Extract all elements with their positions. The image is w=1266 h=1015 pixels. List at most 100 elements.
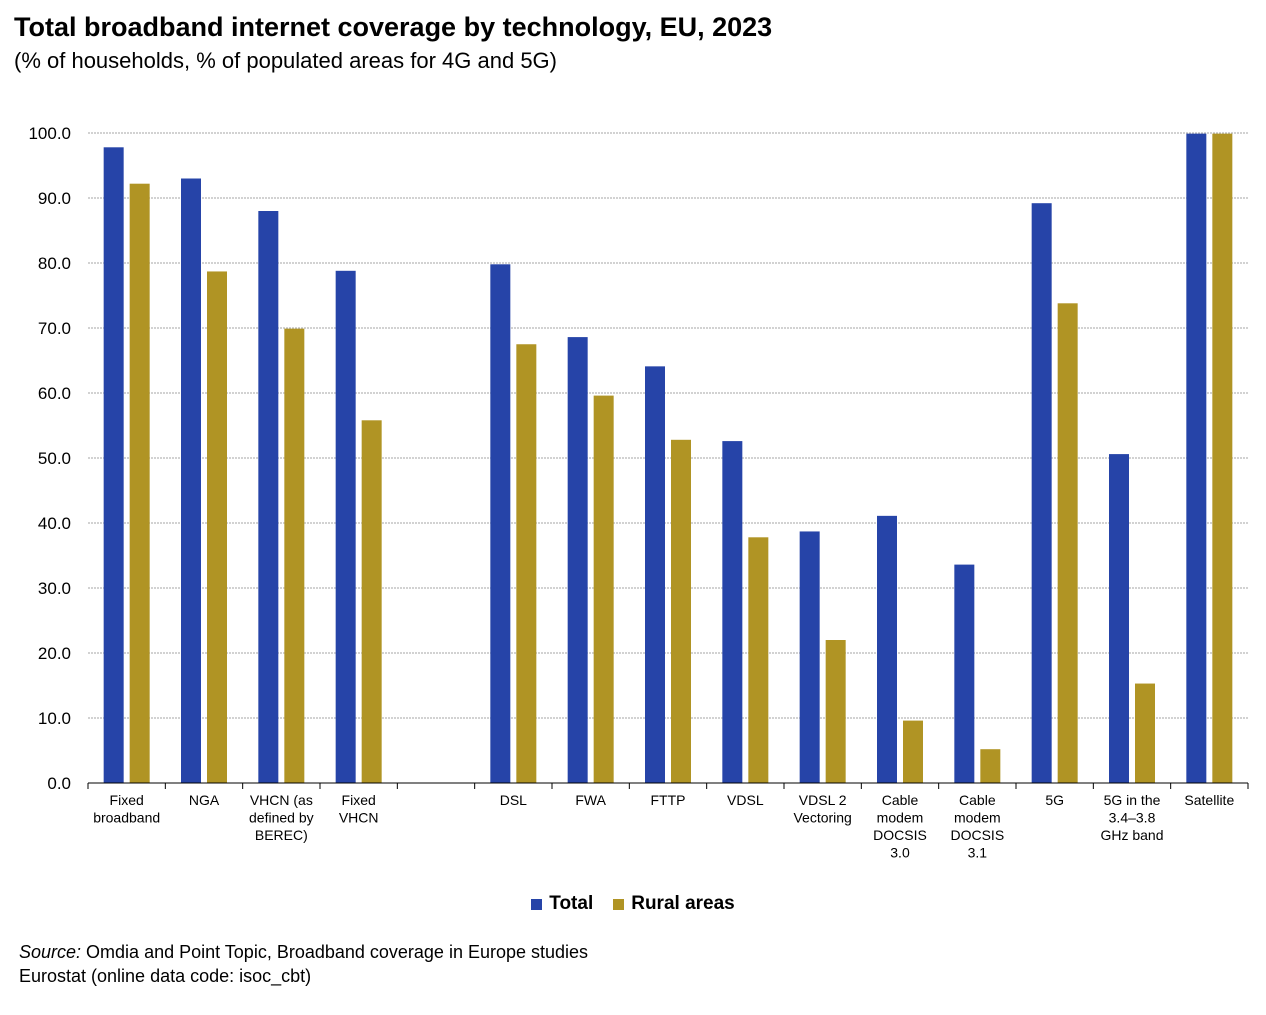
x-tick-label-line: BEREC) xyxy=(255,827,308,843)
bar-rural xyxy=(1212,133,1233,783)
x-tick-label-line: FWA xyxy=(575,792,606,808)
x-tick-label: VDSL 2 Vectoring xyxy=(793,792,851,826)
bar-total xyxy=(103,147,124,784)
x-tick-label-line: Cable xyxy=(882,792,919,808)
x-tick-label: Fixed VHCN xyxy=(339,792,379,826)
x-tick-label-line: modem xyxy=(954,810,1001,826)
x-tick-label-line: DOCSIS xyxy=(873,827,927,843)
bar-total xyxy=(490,264,511,783)
x-tick-label: FWA xyxy=(575,792,606,808)
chart-title: Total broadband internet coverage by tec… xyxy=(14,12,773,42)
bar-rural xyxy=(361,420,382,783)
x-axis xyxy=(87,782,1249,789)
source-label: Source: xyxy=(19,942,82,962)
y-tick-label: 100.0 xyxy=(28,124,71,143)
legend-item-total: Total xyxy=(531,893,593,915)
y-tick-label: 30.0 xyxy=(38,579,71,598)
x-tick-label: Satellite xyxy=(1184,792,1234,808)
x-tick-label-line: modem xyxy=(877,810,924,826)
x-tick-label-line: VDSL xyxy=(727,792,764,808)
x-tick-label-line: Fixed xyxy=(110,792,144,808)
bar-total xyxy=(567,337,588,783)
x-tick-label-line: 5G xyxy=(1045,792,1064,808)
y-axis-ticks: 0.0 10.0 20.0 30.0 40.0 50.0 60.0 70.0 80.0 90.0 1… xyxy=(28,124,71,793)
bar-rural xyxy=(207,271,227,783)
x-tick-label: Cable modem DOCSIS 3.0 xyxy=(873,792,927,861)
bar-total xyxy=(1031,203,1052,783)
legend: Total Rural areas xyxy=(0,893,1266,915)
x-tick-label-line: 3.4–3.8 xyxy=(1109,810,1156,826)
bars xyxy=(103,133,1233,784)
bar-rural xyxy=(129,183,150,783)
x-tick-label: VDSL xyxy=(727,792,764,808)
bar-total xyxy=(181,178,201,783)
y-tick-label: 0.0 xyxy=(47,774,71,793)
x-tick-label: 5G xyxy=(1045,792,1064,808)
y-tick-label: 10.0 xyxy=(38,709,71,728)
y-tick-label: 50.0 xyxy=(38,449,71,468)
bar-total xyxy=(258,211,279,783)
legend-swatch-total xyxy=(531,898,543,910)
legend-label-rural: Rural areas xyxy=(631,893,735,914)
x-tick-label-line: Vectoring xyxy=(793,810,851,826)
source-line-2: Eurostat (online data code: isoc_cbt) xyxy=(19,966,312,986)
x-tick-label-line: Satellite xyxy=(1184,792,1234,808)
bar-total xyxy=(722,441,743,783)
y-tick-label: 40.0 xyxy=(38,514,71,533)
x-tick-label: FTTP xyxy=(651,792,686,808)
y-tick-label: 60.0 xyxy=(38,384,71,403)
bar-rural xyxy=(1135,683,1155,783)
x-tick-label: 5G in the 3.4–3.8 GHz band xyxy=(1100,792,1163,843)
x-tick-label-line: DOCSIS xyxy=(950,827,1004,843)
x-tick-label: Fixed broadband xyxy=(93,792,160,826)
x-tick-label-line: defined by xyxy=(249,810,314,826)
bar-total xyxy=(954,564,975,783)
bar-total xyxy=(799,531,820,783)
y-tick-label: 90.0 xyxy=(38,189,71,208)
source-note: Source: Omdia and Point Topic, Broadband… xyxy=(19,940,588,988)
x-tick-label-line: DSL xyxy=(500,792,527,808)
x-axis-labels: Fixed broadband NGA VHCN (as defined by BEREC… xyxy=(93,792,1234,861)
x-tick-label: DSL xyxy=(500,792,527,808)
x-tick-label: Cable modem DOCSIS 3.1 xyxy=(950,792,1004,861)
bar-rural xyxy=(980,749,1001,783)
bar-total xyxy=(645,366,665,783)
bar-rural xyxy=(593,395,614,783)
x-tick-label-line: Cable xyxy=(959,792,996,808)
y-tick-label: 70.0 xyxy=(38,319,71,338)
legend-item-rural: Rural areas xyxy=(613,893,735,915)
bar-total xyxy=(1109,454,1129,783)
x-tick-label-line: 3.1 xyxy=(968,845,988,861)
x-tick-label-line: GHz band xyxy=(1100,827,1163,843)
gridlines xyxy=(88,132,1248,719)
chart-subtitle: (% of households, % of populated areas f… xyxy=(14,48,557,73)
x-tick-label-line: FTTP xyxy=(651,792,686,808)
bar-rural xyxy=(1057,303,1078,783)
x-tick-label-line: VDSL 2 xyxy=(799,792,847,808)
bar-rural xyxy=(825,640,846,783)
x-tick-label-line: broadband xyxy=(93,810,160,826)
bar-rural xyxy=(284,328,305,783)
source-text: Omdia and Point Topic, Broadband coverag… xyxy=(81,942,589,962)
x-tick-label-line: VHCN xyxy=(339,810,379,826)
bar-rural xyxy=(903,720,923,783)
source-line-1: Source: Omdia and Point Topic, Broadband… xyxy=(19,940,588,964)
x-tick-label-line: 5G in the xyxy=(1104,792,1161,808)
y-tick-label: 80.0 xyxy=(38,254,71,273)
x-tick-label-line: 3.0 xyxy=(890,845,910,861)
bar-rural xyxy=(516,344,537,783)
bar-chart: 0.0 10.0 20.0 30.0 40.0 50.0 60.0 70.0 80.0 90.0 1… xyxy=(28,124,1249,861)
bar-total xyxy=(335,270,356,783)
x-tick-label-line: NGA xyxy=(189,792,220,808)
bar-rural xyxy=(671,439,691,783)
legend-swatch-rural xyxy=(613,898,625,910)
x-tick-label: NGA xyxy=(189,792,220,808)
x-tick-label: VHCN (as defined by BEREC) xyxy=(249,792,314,843)
x-tick-label-line: VHCN (as xyxy=(250,792,313,808)
x-tick-label-line: Fixed xyxy=(342,792,376,808)
bar-total xyxy=(1186,133,1207,783)
y-tick-label: 20.0 xyxy=(38,644,71,663)
bar-total xyxy=(877,515,897,783)
legend-label-total: Total xyxy=(549,893,594,914)
bar-rural xyxy=(748,537,769,783)
